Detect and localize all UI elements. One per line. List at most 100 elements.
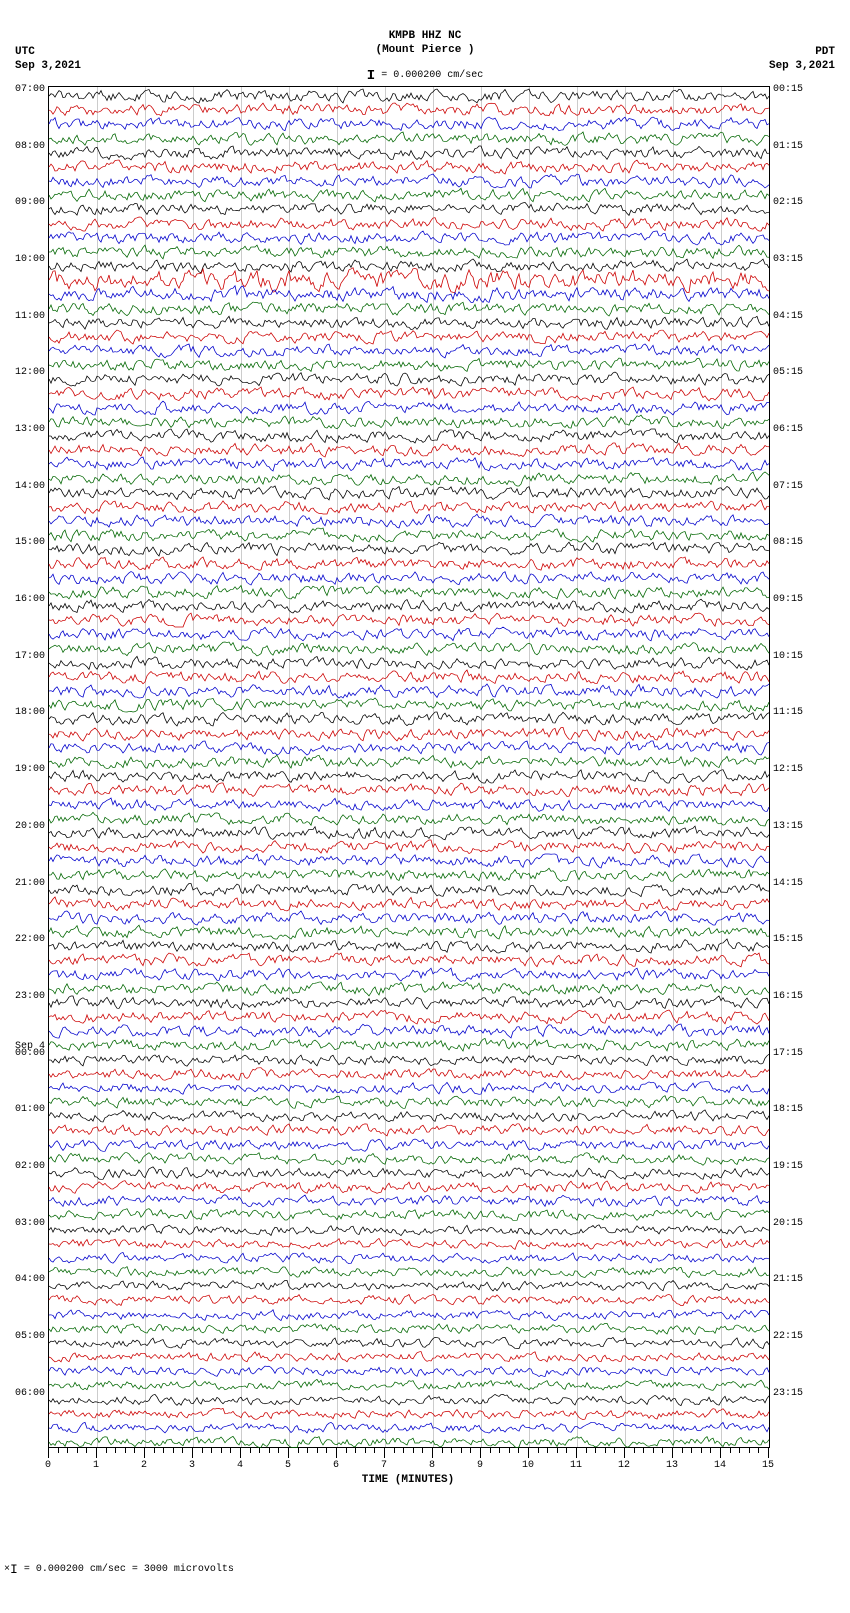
- trace-row: [49, 698, 769, 712]
- waveform-trace: [49, 245, 769, 259]
- xtick-major: [480, 1448, 481, 1458]
- trace-row: [49, 1067, 769, 1081]
- trace-row: [49, 953, 769, 967]
- xtick-minor: [547, 1448, 548, 1453]
- utc-time-label: 17:00: [0, 651, 45, 662]
- trace-row: [49, 684, 769, 698]
- waveform-trace: [49, 472, 769, 486]
- waveform-trace: [49, 557, 769, 571]
- utc-time-label: 16:00: [0, 594, 45, 605]
- trace-row: [49, 868, 769, 882]
- utc-time-label: 01:00: [0, 1104, 45, 1115]
- xtick-major: [144, 1448, 145, 1458]
- station-location: (Mount Pierce ): [0, 44, 850, 56]
- waveform-trace: [49, 1208, 769, 1222]
- waveform-trace: [49, 1152, 769, 1166]
- waveform-trace: [49, 854, 769, 868]
- xtick-minor: [115, 1448, 116, 1453]
- trace-row: [49, 925, 769, 939]
- scale-bar-icon: I: [10, 1562, 18, 1577]
- utc-time-label: 19:00: [0, 764, 45, 775]
- waveform-trace: [49, 1308, 769, 1322]
- waveform-trace: [49, 982, 769, 996]
- xtick-minor: [758, 1448, 759, 1453]
- trace-row: [49, 897, 769, 911]
- trace-row: [49, 514, 769, 528]
- pdt-time-label: 18:15: [773, 1104, 823, 1115]
- waveform-trace: [49, 401, 769, 415]
- xtick-minor: [125, 1448, 126, 1453]
- xtick-minor: [643, 1448, 644, 1453]
- waveform-trace: [49, 1180, 769, 1194]
- xtick-major: [288, 1448, 289, 1458]
- xtick-minor: [278, 1448, 279, 1453]
- xtick-label: 12: [618, 1460, 630, 1471]
- xtick-minor: [566, 1448, 567, 1453]
- trace-row: [49, 854, 769, 868]
- scale-header: I = 0.000200 cm/sec: [0, 68, 850, 84]
- trace-row: [49, 1208, 769, 1222]
- trace-row: [49, 1421, 769, 1435]
- pdt-time-label: 12:15: [773, 764, 823, 775]
- pdt-time-label: 03:15: [773, 254, 823, 265]
- xtick-label: 10: [522, 1460, 534, 1471]
- trace-row: [49, 358, 769, 372]
- trace-row: [49, 188, 769, 202]
- waveform-trace: [49, 160, 769, 174]
- xtick-minor: [557, 1448, 558, 1453]
- utc-time-label: 00:00: [0, 1048, 45, 1059]
- xtick-minor: [374, 1448, 375, 1453]
- trace-row: 23:0016:15: [49, 996, 769, 1010]
- x-axis: TIME (MINUTES) 0123456789101112131415: [48, 1448, 768, 1488]
- trace-row: [49, 1024, 769, 1038]
- trace-row: 20:0013:15: [49, 826, 769, 840]
- xtick-major: [432, 1448, 433, 1458]
- trace-row: [49, 727, 769, 741]
- waveform-trace: [49, 1067, 769, 1081]
- trace-row: [49, 1095, 769, 1109]
- utc-time-label: 23:00: [0, 991, 45, 1002]
- utc-time-label: 22:00: [0, 934, 45, 945]
- xtick-minor: [250, 1448, 251, 1453]
- xtick-minor: [490, 1448, 491, 1453]
- waveform-trace: [49, 1378, 769, 1392]
- header: UTC Sep 3,2021 PDT Sep 3,2021 KMPB HHZ N…: [0, 24, 850, 84]
- xtick-label: 0: [45, 1460, 51, 1471]
- waveform-trace: [49, 287, 769, 301]
- xtick-minor: [355, 1448, 356, 1453]
- trace-row: [49, 571, 769, 585]
- waveform-trace: [49, 1095, 769, 1109]
- xtick-minor: [739, 1448, 740, 1453]
- pdt-time-label: 02:15: [773, 197, 823, 208]
- waveform-trace: [49, 514, 769, 528]
- pdt-time-label: 22:15: [773, 1331, 823, 1342]
- trace-row: [49, 1308, 769, 1322]
- xtick-minor: [202, 1448, 203, 1453]
- waveform-trace: [49, 1138, 769, 1152]
- xtick-minor: [701, 1448, 702, 1453]
- trace-row: [49, 387, 769, 401]
- trace-row: [49, 1010, 769, 1024]
- trace-row: 17:0010:15: [49, 656, 769, 670]
- waveform-trace: [49, 996, 769, 1010]
- waveform-trace: [49, 1407, 769, 1421]
- xtick-minor: [259, 1448, 260, 1453]
- waveform-trace: [49, 217, 769, 231]
- trace-row: 03:0020:15: [49, 1223, 769, 1237]
- pdt-time-label: 07:15: [773, 481, 823, 492]
- xtick-minor: [154, 1448, 155, 1453]
- waveform-trace: [49, 769, 769, 783]
- xtick-label: 3: [189, 1460, 195, 1471]
- waveform-trace: [49, 316, 769, 330]
- xtick-major: [192, 1448, 193, 1458]
- waveform-trace: [49, 812, 769, 826]
- trace-row: 01:0018:15: [49, 1109, 769, 1123]
- waveform-trace: [49, 911, 769, 925]
- waveform-trace: [49, 1194, 769, 1208]
- waveform-trace: [49, 727, 769, 741]
- xtick-major: [336, 1448, 337, 1458]
- pdt-time-label: 10:15: [773, 651, 823, 662]
- waveform-trace: [49, 132, 769, 146]
- pdt-time-label: 08:15: [773, 537, 823, 548]
- trace-row: [49, 1322, 769, 1336]
